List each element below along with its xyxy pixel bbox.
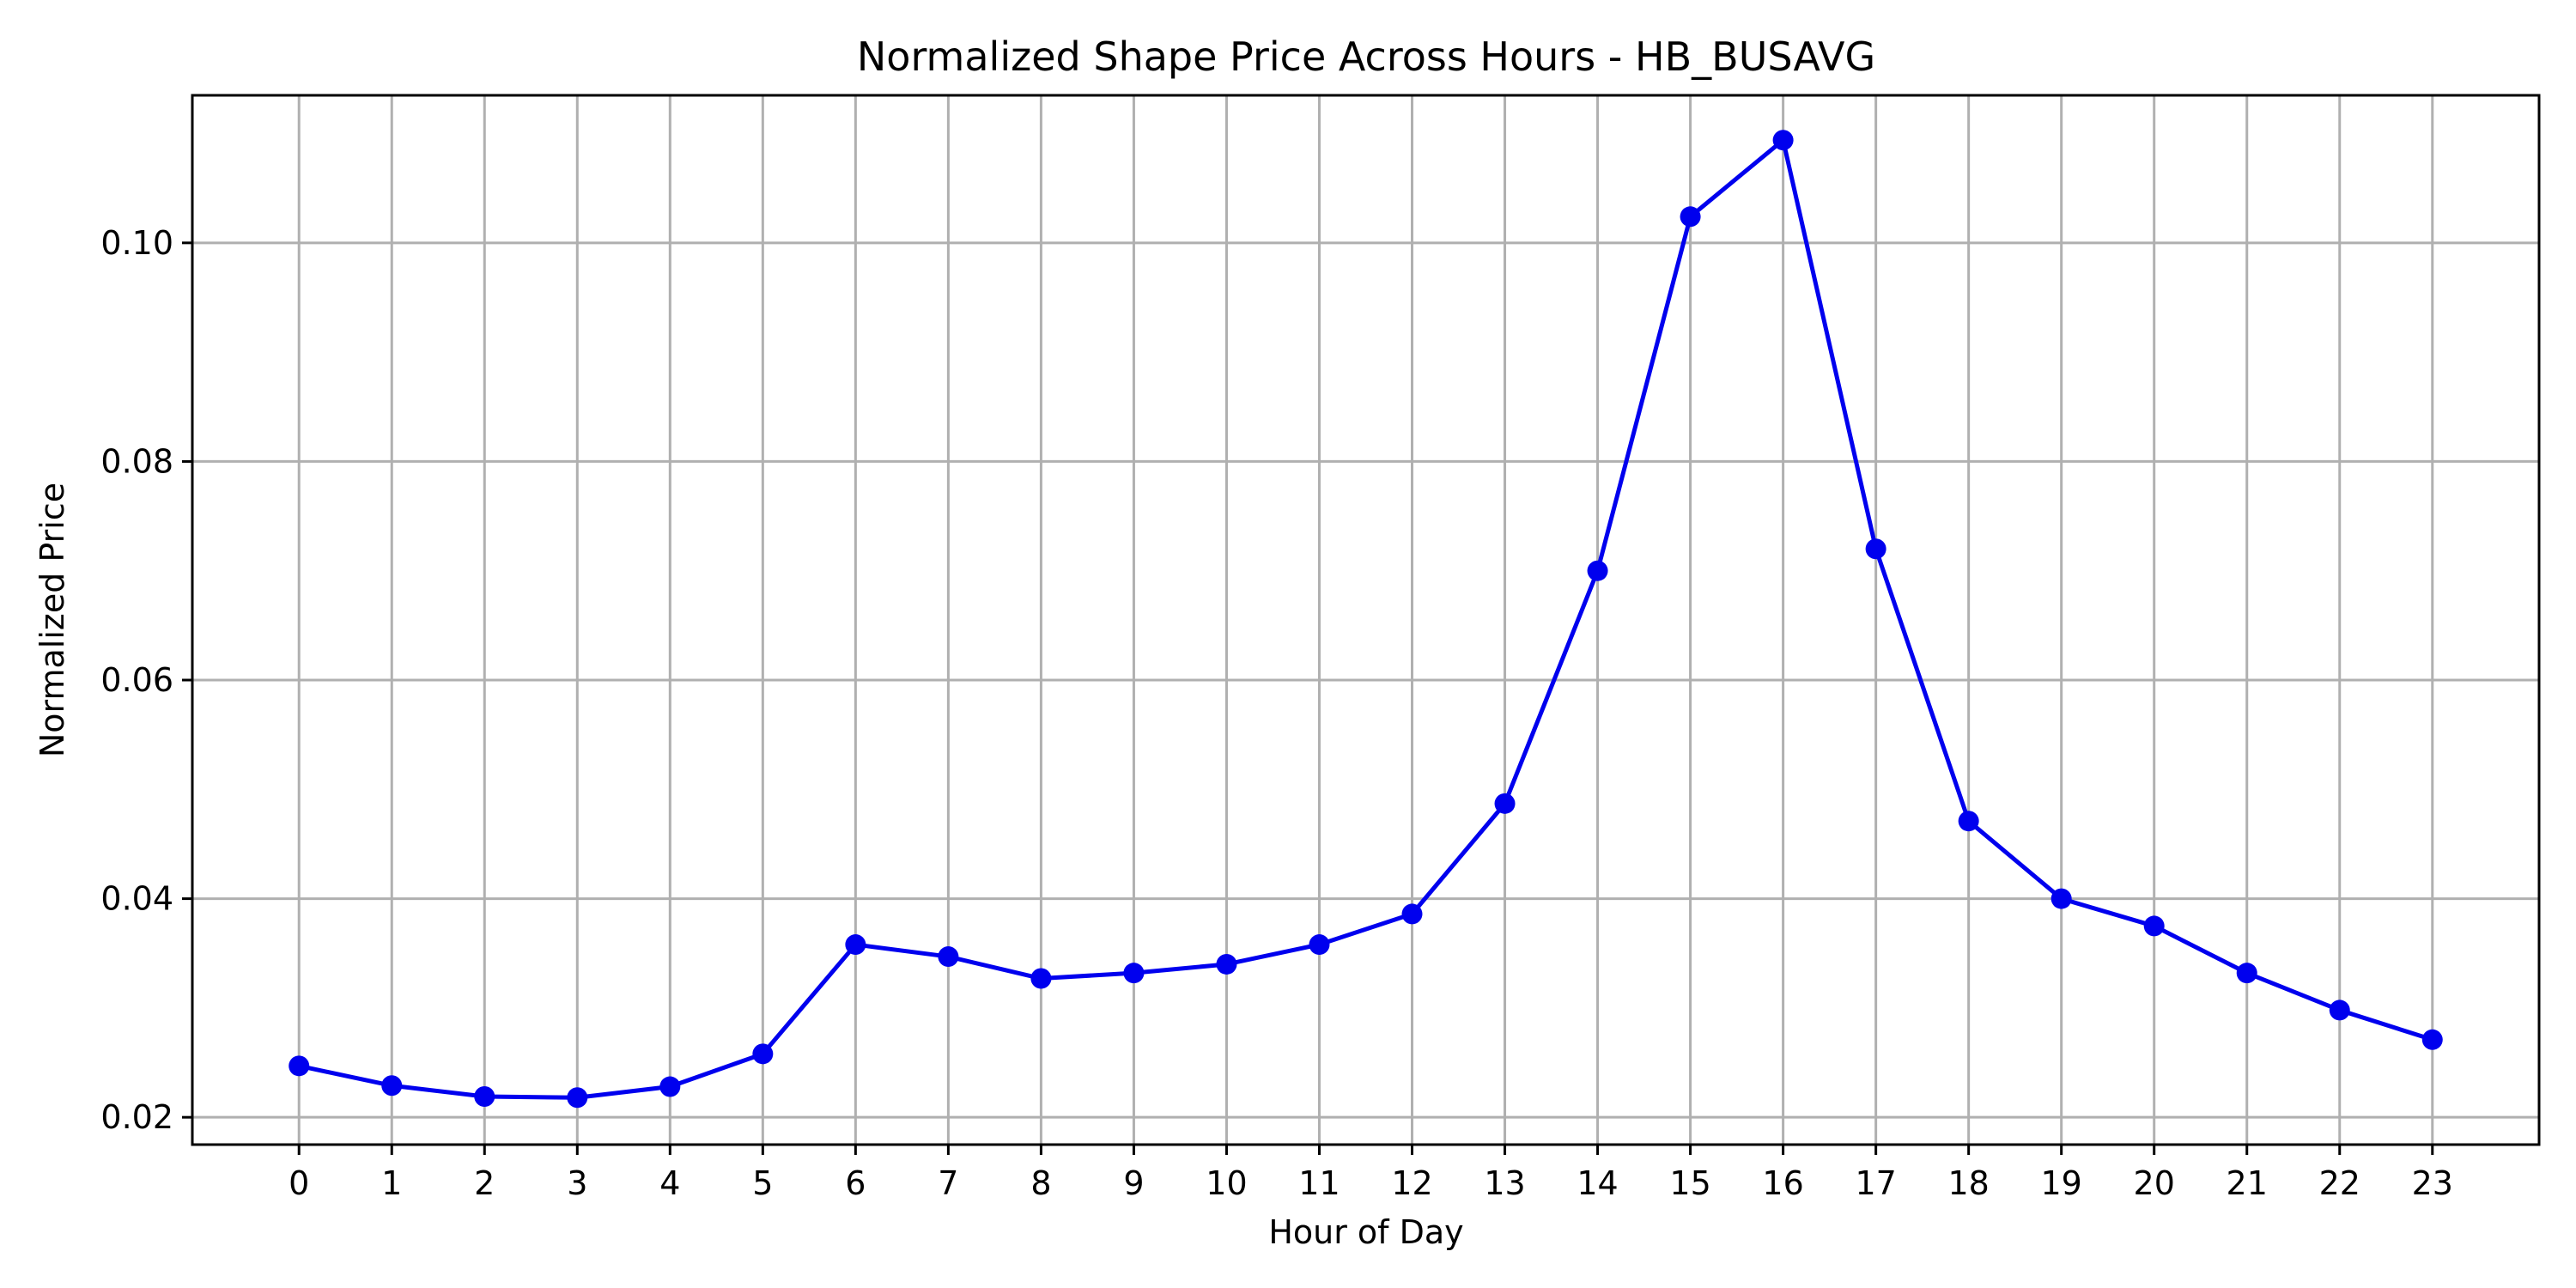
x-tick-label: 11 <box>1298 1164 1340 1202</box>
x-tick-label: 13 <box>1484 1164 1525 1202</box>
x-tick-label: 21 <box>2227 1164 2268 1202</box>
data-point <box>938 946 959 968</box>
series-line <box>298 137 2433 1100</box>
y-tick-label: 0.08 <box>100 442 173 480</box>
gridlines <box>192 95 2539 1145</box>
x-tick-label: 5 <box>752 1164 773 1202</box>
data-point <box>2143 915 2165 937</box>
x-tick-label: 16 <box>1762 1164 1803 1202</box>
data-point <box>845 934 866 956</box>
data-point <box>567 1087 588 1109</box>
x-tick-label: 22 <box>2319 1164 2360 1202</box>
data-point <box>1958 811 1979 832</box>
data-point <box>1123 963 1145 984</box>
y-tick-label: 0.02 <box>100 1098 173 1136</box>
data-point <box>1587 560 1608 581</box>
data-point <box>2329 999 2350 1021</box>
x-tick-label: 18 <box>1947 1164 1989 1202</box>
data-point <box>1309 934 1330 956</box>
x-tick-label: 8 <box>1030 1164 1051 1202</box>
x-tick-label: 14 <box>1577 1164 1618 1202</box>
series-layer <box>289 130 2443 1109</box>
y-tick-label: 0.06 <box>100 661 173 699</box>
data-point <box>1680 206 1701 228</box>
x-tick-label: 12 <box>1391 1164 1432 1202</box>
x-tick-label: 19 <box>2040 1164 2081 1202</box>
y-tick-label: 0.04 <box>100 880 173 918</box>
data-point <box>1494 793 1516 814</box>
plot-frame <box>191 94 2541 1146</box>
x-axis-label: Hour of Day <box>1268 1213 1463 1251</box>
x-tick-label: 7 <box>938 1164 958 1202</box>
data-point <box>2050 888 2072 909</box>
data-point <box>1401 903 1423 925</box>
data-point <box>2421 1029 2443 1050</box>
x-tick-label: 20 <box>2134 1164 2175 1202</box>
chart-title: Normalized Shape Price Across Hours - HB… <box>857 33 1875 80</box>
data-point <box>1772 130 1794 151</box>
axis-ticks: 0 1 2 3 4 5 6 7 8 9 10 11 12 13 14 15 16 17 18 19 20 21 22 230.… <box>100 224 2453 1202</box>
x-tick-label: 6 <box>845 1164 866 1202</box>
x-tick-label: 4 <box>659 1164 680 1202</box>
x-tick-label: 3 <box>567 1164 587 1202</box>
x-tick-label: 17 <box>1855 1164 1896 1202</box>
data-point <box>1865 538 1886 560</box>
data-point <box>1030 968 1052 989</box>
y-tick-label: 0.10 <box>100 224 173 262</box>
x-tick-label: 15 <box>1669 1164 1710 1202</box>
x-tick-label: 9 <box>1123 1164 1144 1202</box>
x-tick-label: 2 <box>474 1164 495 1202</box>
data-point <box>1216 953 1237 975</box>
x-tick-label: 10 <box>1206 1164 1247 1202</box>
data-point <box>474 1085 495 1107</box>
data-point <box>289 1055 310 1077</box>
y-axis-label: Normalized Price <box>33 483 71 757</box>
data-point <box>381 1075 403 1097</box>
data-point <box>2236 963 2257 984</box>
x-tick-label: 0 <box>289 1164 309 1202</box>
data-point <box>659 1076 681 1097</box>
x-tick-label: 23 <box>2412 1164 2453 1202</box>
data-point <box>752 1043 774 1065</box>
x-tick-label: 1 <box>381 1164 402 1202</box>
